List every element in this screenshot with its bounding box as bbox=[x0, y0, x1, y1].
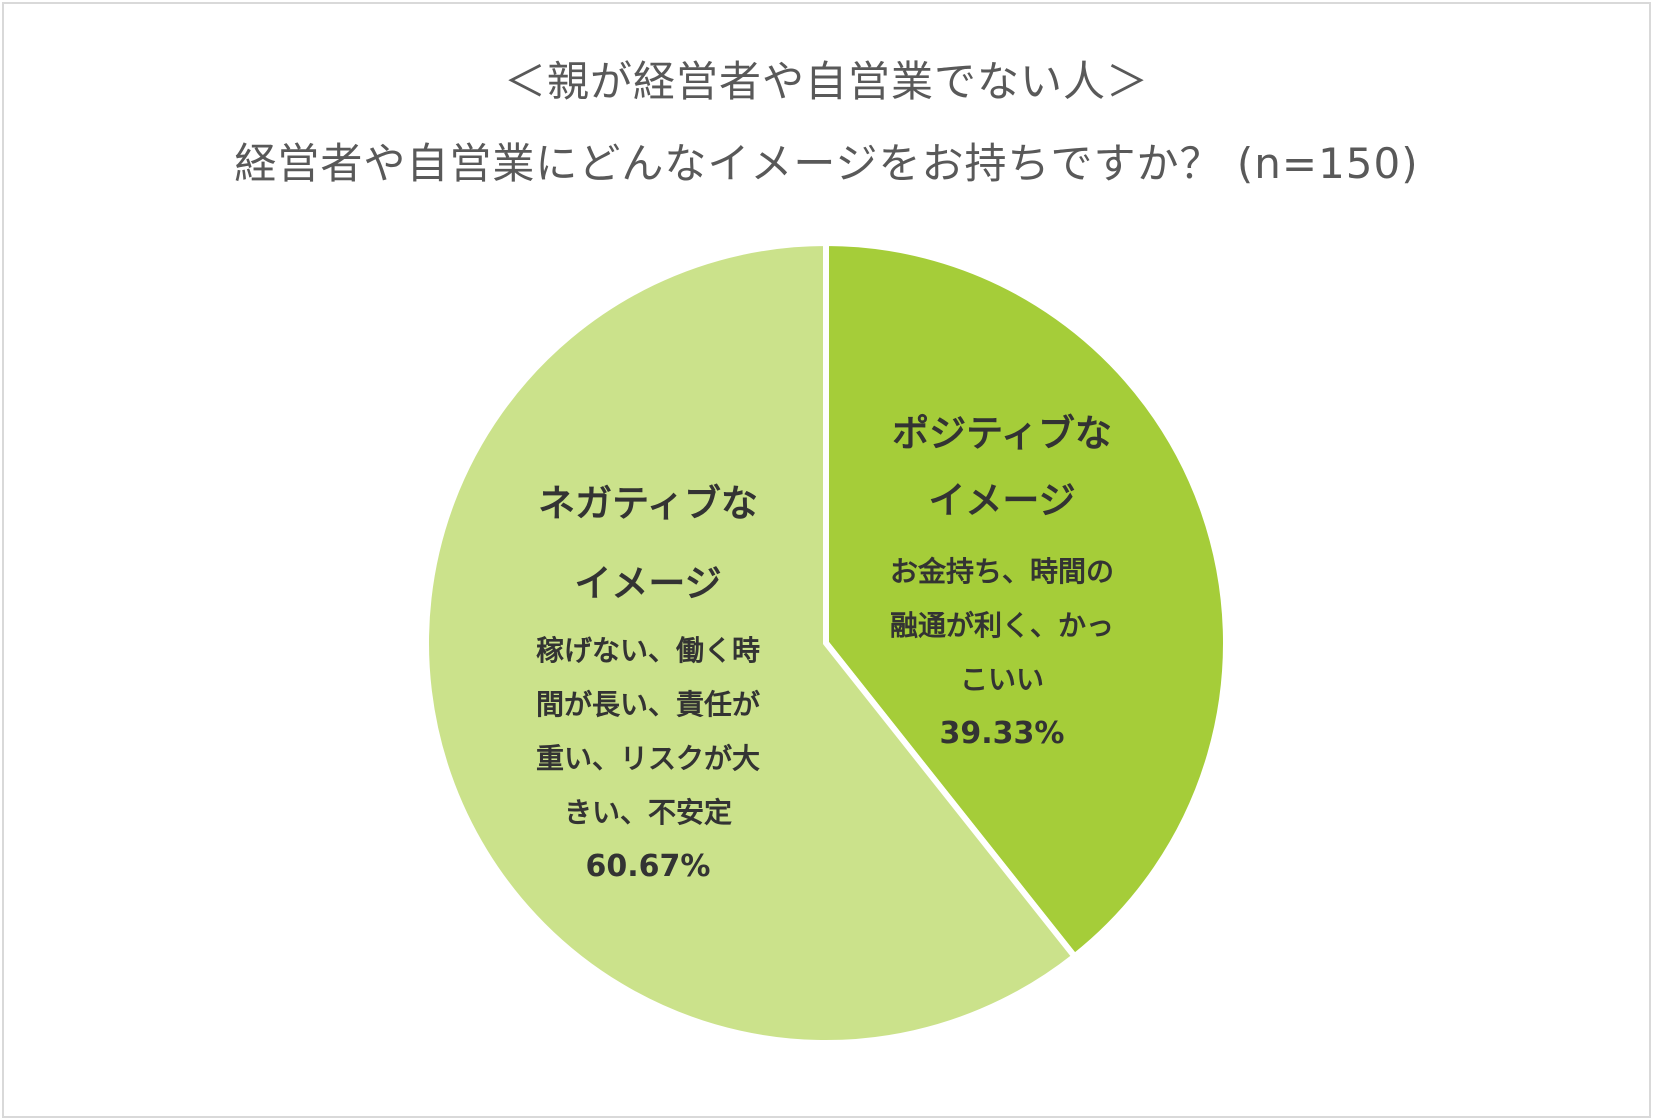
slice-value-label: 39.33% bbox=[940, 716, 1065, 751]
slice-value-label: 60.67% bbox=[586, 849, 711, 884]
chart-title: ＜親が経営者や自営業でない人＞ bbox=[503, 57, 1149, 106]
chart-subtitle: 経営者や自営業にどんなイメージをお持ちですか？ (n=150) bbox=[234, 139, 1419, 188]
slice-label-description: こいい bbox=[960, 663, 1044, 696]
slice-label-heading: イメージ bbox=[928, 479, 1075, 522]
pie-slice-positive bbox=[823, 239, 1229, 961]
slice-label-description: 融通が利く、かっ bbox=[890, 609, 1114, 642]
slice-label-description: きい、不安定 bbox=[564, 796, 732, 829]
slice-label-description: 間が長い、責任が bbox=[536, 688, 760, 721]
slice-label-heading: ネガティブな bbox=[538, 482, 758, 525]
slice-label-description: お金持ち、時間の bbox=[890, 555, 1114, 588]
pie-slice-negative bbox=[422, 239, 1079, 1046]
slice-label-heading: イメージ bbox=[574, 562, 721, 605]
slice-label-description: 重い、リスクが大 bbox=[536, 742, 760, 775]
slice-label-description: 稼げない、働く時 bbox=[536, 634, 760, 667]
slice-label-heading: ポジティブな bbox=[892, 412, 1112, 455]
